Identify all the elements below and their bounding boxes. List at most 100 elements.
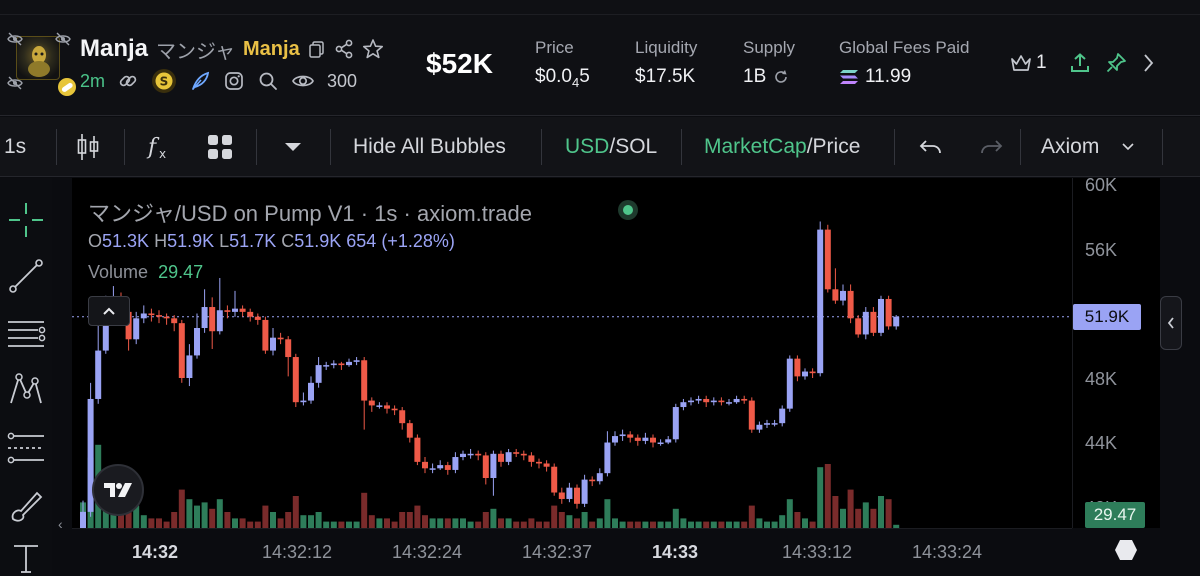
candlestick-chart-canvas[interactable] [72, 178, 1072, 528]
drawing-tools-panel [0, 178, 52, 576]
collapse-legend-button[interactable] [88, 296, 130, 326]
volume-bar [824, 464, 831, 528]
time-axis[interactable]: 14:32 14:32:12 14:32:24 14:32:37 14:33 14:33:… [72, 528, 1072, 576]
candle-body [764, 423, 770, 425]
volume-bar [642, 521, 649, 528]
volume-bar [619, 521, 626, 528]
crosshair-icon[interactable] [4, 200, 48, 240]
hide-bubbles-button[interactable]: Hide All Bubbles [353, 135, 506, 158]
candle-body [353, 360, 360, 362]
volume-bar [148, 518, 155, 528]
pump-coin-icon[interactable]: S [151, 68, 177, 94]
fib-retracement-icon[interactable] [4, 428, 48, 468]
volume-bar [680, 518, 687, 528]
price-chart[interactable]: マンジャ/USD on Pump V1 · 1s · axiom.trade O… [72, 178, 1072, 528]
volume-bar [893, 524, 900, 528]
volume-bar [482, 512, 489, 528]
mode-price[interactable]: Price [812, 135, 861, 158]
hide-image-icon-2[interactable] [54, 30, 72, 48]
volume-bar [376, 518, 383, 528]
star-icon[interactable] [362, 38, 384, 60]
price-tick-label: 56K [1085, 239, 1118, 260]
candle-body [574, 487, 580, 504]
candle-body [536, 461, 542, 464]
chart-settings-icon[interactable] [1114, 538, 1138, 562]
candle-body [224, 310, 231, 312]
volume-bar [756, 518, 763, 528]
trend-line-icon[interactable] [4, 256, 48, 296]
candle-body [232, 308, 238, 312]
currency-sol[interactable]: SOL [615, 135, 658, 158]
refresh-icon[interactable] [772, 68, 790, 86]
candle-body [140, 313, 147, 319]
currency-sep: / [609, 135, 616, 158]
volume-bar [262, 505, 269, 528]
price-tick-label: 44K [1085, 433, 1118, 454]
redo-icon[interactable] [978, 117, 1004, 177]
hide-image-icon[interactable] [6, 30, 24, 48]
pin-icon[interactable] [1105, 52, 1127, 74]
interval-selector[interactable]: 1s [4, 135, 27, 158]
tradingview-logo[interactable] [92, 464, 144, 516]
supply-stat: Supply 1B [743, 38, 795, 88]
feather-icon[interactable] [189, 70, 211, 92]
undo-icon[interactable] [918, 117, 944, 177]
volume-bar [338, 521, 345, 528]
token-alt-name: Manja [243, 37, 300, 60]
mode-marketcap[interactable]: MarketCap [704, 135, 807, 158]
pattern-icon[interactable] [4, 370, 48, 410]
candle-type-icon[interactable] [76, 117, 100, 177]
liquidity-value: $17.5K [635, 66, 696, 87]
horizontal-lines-icon[interactable] [4, 314, 48, 354]
live-status-icon [618, 200, 638, 220]
candle-body [513, 452, 520, 454]
currency-usd[interactable]: USD [565, 135, 610, 158]
price-axis[interactable]: 60K56K52K48K44K40K 51.9K 29.47 [1072, 175, 1160, 528]
upload-icon[interactable] [1069, 52, 1091, 74]
volume-bar [840, 508, 846, 528]
currency-toggle[interactable]: USD / SOL [565, 117, 657, 177]
share-icon[interactable] [334, 39, 354, 59]
candle-body [171, 318, 178, 324]
expand-panel-button[interactable] [1160, 296, 1182, 350]
copy-icon[interactable] [308, 40, 326, 58]
candle-body [270, 337, 276, 351]
ohlc-legend: O51.3K H51.9K L51.7K C51.9K 654 (+1.28%) [88, 231, 455, 252]
volume-bar [308, 515, 314, 528]
crown-icon[interactable] [1010, 53, 1032, 73]
dropdown-caret-icon[interactable] [283, 117, 303, 177]
token-age: 2m [80, 70, 106, 91]
mode-toggle[interactable]: MarketCap / Price [704, 117, 860, 177]
instagram-icon[interactable] [223, 70, 245, 92]
scroll-left-icon[interactable]: ‹ [58, 516, 63, 532]
candle-body [779, 408, 786, 424]
toolbar-divider [894, 129, 895, 165]
candle-body [148, 313, 155, 316]
supply-label: Supply [743, 38, 795, 57]
text-tool-icon[interactable] [4, 538, 48, 576]
right-panel [1160, 178, 1200, 528]
candle-body [209, 307, 216, 332]
source-selector[interactable]: Axiom [1041, 117, 1135, 177]
volume-bar [429, 518, 436, 528]
search-icon[interactable] [257, 70, 279, 92]
candle-body [642, 437, 649, 441]
candle-body [422, 461, 428, 469]
hide-image-icon-3[interactable] [6, 74, 24, 92]
volume-bar [140, 515, 147, 528]
link-icon[interactable] [117, 70, 139, 92]
candle-body [308, 382, 314, 401]
layouts-icon[interactable] [206, 117, 234, 177]
candle-body [384, 405, 390, 409]
toolbar-divider [1020, 129, 1021, 165]
volume-bar [156, 518, 162, 528]
volume-label: Volume [88, 262, 149, 282]
crown-count: 1 [1036, 52, 1047, 73]
volume-bar [862, 502, 869, 528]
solana-icon [840, 70, 858, 84]
brush-icon[interactable] [4, 486, 48, 526]
price-tick-label: 60K [1085, 175, 1118, 196]
token-avatar[interactable] [6, 30, 78, 98]
chevron-right-icon[interactable] [1141, 52, 1155, 74]
